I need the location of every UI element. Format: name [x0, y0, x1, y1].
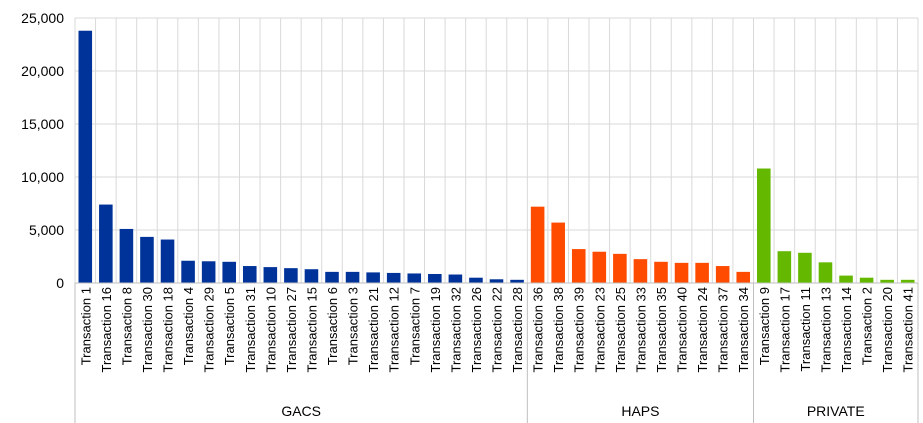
x-tick-label: Transaction 27: [284, 287, 299, 373]
bar: [715, 266, 730, 283]
x-tick-label: Transaction 1: [78, 287, 93, 365]
bar: [325, 271, 339, 283]
bar: [736, 271, 751, 283]
bar: [242, 266, 257, 283]
y-tick-label: 5,000: [29, 222, 64, 238]
bar: [510, 279, 524, 283]
gridlines: [74, 17, 919, 284]
x-tick-label: Transaction 18: [161, 287, 176, 373]
x-tick-label: Transaction 38: [551, 287, 566, 373]
bar: [284, 268, 298, 283]
x-tick-label: Transaction 14: [839, 287, 854, 373]
x-tick-label: Transaction 34: [736, 287, 751, 373]
bar: [119, 228, 134, 283]
bar: [695, 262, 709, 283]
bar: [304, 269, 319, 283]
x-tick-label: Transaction 10: [263, 287, 278, 373]
x-tick-label: Transaction 29: [202, 287, 217, 373]
x-tick-label: Transaction 28: [510, 287, 525, 373]
x-tick-label: Transaction 16: [99, 287, 114, 373]
x-tick-label: Transaction 5: [222, 287, 237, 365]
x-tick-label: Transaction 19: [428, 287, 443, 373]
axes: [74, 282, 919, 423]
bar: [900, 279, 915, 283]
x-tick-label: Transaction 23: [592, 287, 607, 373]
bar: [880, 279, 894, 283]
bar: [448, 274, 463, 283]
bar: [222, 261, 236, 283]
bar: [551, 222, 565, 283]
bar: [489, 279, 504, 283]
x-tick-label: Transaction 24: [695, 287, 710, 373]
x-axis-tick-labels: Transaction 1 Transaction 16 Transaction 8…: [78, 287, 915, 373]
x-tick-label: Transaction 36: [531, 287, 546, 373]
bar: [757, 168, 771, 283]
x-tick-label: Transaction 41: [901, 287, 916, 373]
x-tick-label: Transaction 4: [181, 287, 196, 365]
bar: [839, 275, 853, 283]
x-tick-label: Transaction 17: [777, 287, 792, 373]
y-tick-label: 10,000: [21, 169, 64, 185]
bar: [428, 273, 442, 283]
bar: [777, 251, 792, 283]
x-tick-label: Transaction 13: [818, 287, 833, 373]
x-tick-label: Transaction 26: [469, 287, 484, 373]
bar: [674, 262, 689, 283]
bar: [530, 206, 545, 283]
x-tick-label: Transaction 40: [675, 287, 690, 373]
x-tick-label: Transaction 7: [407, 287, 422, 365]
x-tick-label: Transaction 37: [716, 287, 731, 373]
x-tick-label: Transaction 3: [346, 287, 361, 365]
y-tick-label: 0: [56, 275, 64, 291]
bar: [78, 30, 93, 283]
bar: [654, 261, 668, 283]
x-tick-label: Transaction 2: [860, 287, 875, 365]
bar: [99, 204, 113, 283]
bar: [407, 273, 422, 283]
y-axis-tick-labels: 0 5,000 10,000 15,000 20,000 25,000: [21, 10, 64, 291]
bar: [345, 271, 360, 283]
y-tick-label: 25,000: [21, 10, 64, 26]
bar: [386, 272, 401, 283]
bar: [818, 262, 833, 283]
group-label: PRIVATE: [807, 403, 865, 419]
bar: [592, 251, 607, 283]
bar: [181, 260, 195, 283]
bars: [78, 30, 915, 283]
x-tick-label: Transaction 25: [613, 287, 628, 373]
bar: [633, 259, 648, 283]
x-tick-label: Transaction 20: [880, 287, 895, 373]
y-tick-label: 15,000: [21, 116, 64, 132]
y-tick-label: 20,000: [21, 63, 64, 79]
x-tick-label: Transaction 9: [757, 287, 772, 365]
bar: [798, 252, 812, 283]
bar: [160, 239, 175, 283]
bar: [469, 277, 483, 283]
bar: [366, 272, 380, 283]
group-labels: GACS HAPS PRIVATE: [281, 403, 864, 419]
x-tick-label: Transaction 35: [654, 287, 669, 373]
bar: [613, 253, 627, 283]
bar: [571, 249, 586, 283]
x-tick-label: Transaction 8: [119, 287, 134, 365]
x-tick-label: Transaction 32: [448, 287, 463, 373]
x-tick-label: Transaction 21: [366, 287, 381, 373]
x-tick-label: Transaction 12: [387, 287, 402, 373]
x-tick-label: Transaction 11: [798, 287, 813, 372]
bar: [140, 236, 154, 283]
x-tick-label: Transaction 39: [572, 287, 587, 373]
x-tick-label: Transaction 30: [140, 287, 155, 373]
bar: [201, 261, 216, 283]
x-tick-label: Transaction 15: [304, 287, 319, 373]
bar: [263, 267, 278, 283]
x-tick-label: Transaction 6: [325, 287, 340, 365]
x-tick-label: Transaction 22: [490, 287, 505, 373]
x-tick-label: Transaction 33: [633, 287, 648, 373]
group-label: GACS: [281, 403, 321, 419]
group-label: HAPS: [621, 403, 659, 419]
bar: [859, 277, 874, 283]
x-tick-label: Transaction 31: [243, 287, 258, 373]
